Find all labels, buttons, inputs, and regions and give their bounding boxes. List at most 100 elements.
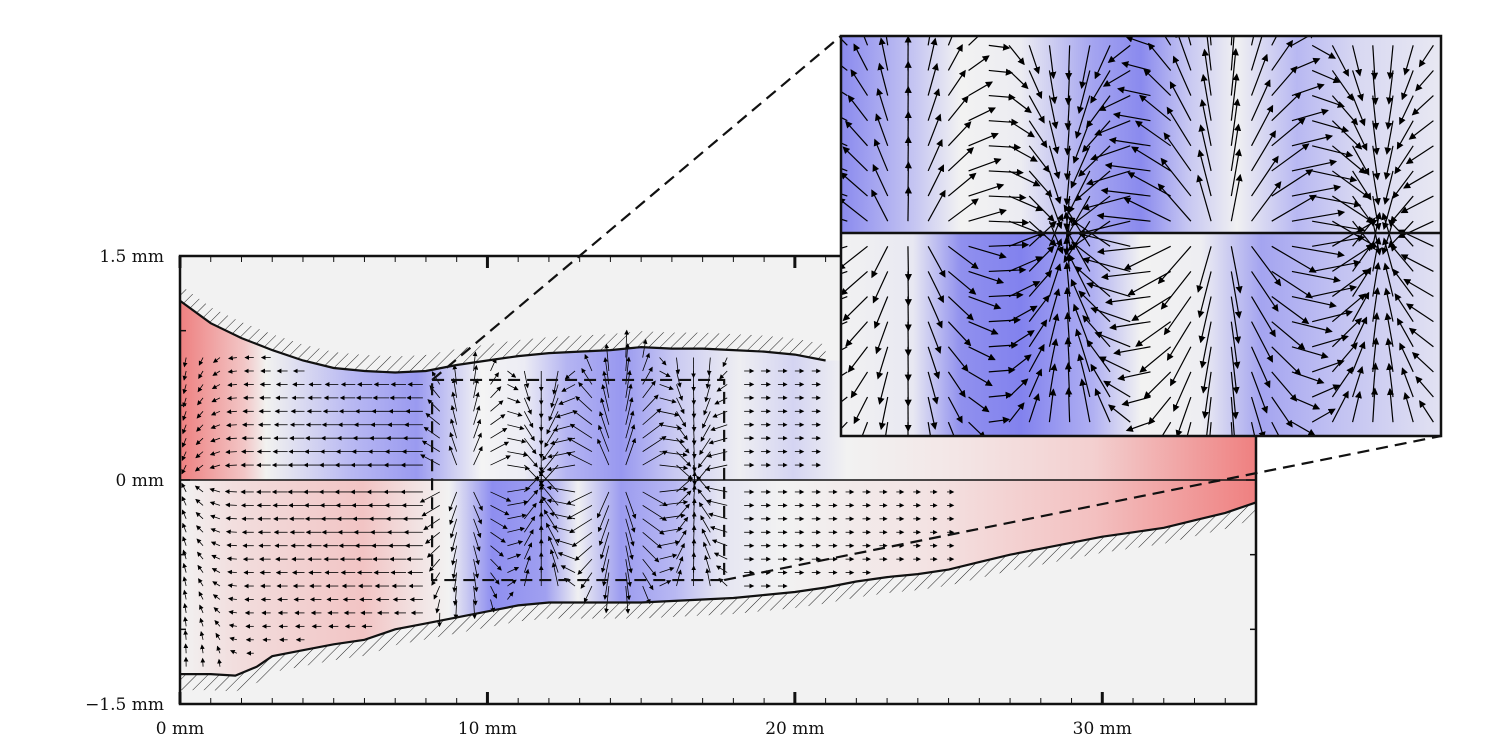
velocity-arrow [571,531,593,547]
inset-velocity-arrow [1291,270,1341,284]
inset-velocity-arrow [988,193,1027,202]
velocity-arrow [212,594,221,600]
inset-velocity-arrow [1291,346,1329,359]
velocity-arrow [225,449,237,455]
velocity-arrow [182,576,188,587]
inset-velocity-arrow [1116,86,1151,97]
velocity-arrow [215,632,221,640]
velocity-arrow [642,491,668,507]
velocity-arrow [211,384,221,389]
velocity-arrow [197,564,204,573]
velocity-arrow [676,451,692,467]
y-tick-label: −1.5 mm [85,695,164,715]
zoom-region-box [430,378,726,582]
inset-velocity-arrow [1291,396,1321,410]
velocity-arrow [473,446,483,466]
velocity-arrow [199,617,204,627]
zoom-connector-lower [723,434,1442,582]
inset-velocity-arrow [1104,295,1151,306]
velocity-arrow [227,583,237,588]
velocity-arrow [226,422,237,428]
inset-velocity-arrow [1109,321,1151,331]
velocity-arrow [524,502,537,520]
inset-velocity-arrow [947,172,977,197]
inset-velocity-arrow [927,296,943,329]
velocity-arrow [211,568,221,573]
velocity-arrow [183,643,189,654]
inset-velocity-arrow [877,371,889,405]
velocity-arrow [473,378,479,398]
inset-velocity-arrow [1403,45,1414,76]
velocity-arrow [507,424,525,431]
velocity-arrow [642,394,659,412]
inset-velocity-arrow [1372,312,1380,347]
velocity-arrow [452,364,458,385]
inset-velocity-arrow [1311,384,1341,398]
inset-velocity-arrow [1172,55,1192,96]
velocity-arrow [523,568,530,587]
inset-velocity-arrow [1148,396,1172,425]
velocity-arrow [676,464,693,480]
inset-velocity-arrow [947,270,977,295]
inset-velocity-arrow [1074,328,1091,373]
inset-velocity-arrow [841,346,848,351]
velocity-arrow [604,343,610,372]
inset-velocity-arrow [1028,70,1043,99]
velocity-arrow [212,357,221,363]
inset-velocity-arrow [927,62,939,96]
velocity-arrow [425,413,441,426]
velocity-arrow [569,518,593,534]
inset-velocity-arrow [988,168,1024,176]
inset-velocity-arrow [1383,145,1394,180]
inset-velocity-arrow [1103,380,1131,398]
velocity-arrow [642,422,665,439]
inset-velocity-arrow [1352,70,1364,102]
inset-velocity-arrow [1199,99,1212,146]
velocity-arrow [676,424,688,441]
inset-velocity-arrow [1008,378,1029,398]
inset-velocity-arrow [1352,145,1370,176]
inset-velocity-arrow [1352,220,1376,250]
inset-velocity-arrow [1403,278,1434,298]
velocity-arrow [195,498,204,506]
inset-velocity-arrow [871,189,889,222]
inset-velocity-arrow [1403,170,1434,189]
velocity-arrow [209,487,221,493]
velocity-arrow [196,424,204,432]
inset-velocity-arrow [1175,396,1192,436]
velocity-arrow [575,396,593,412]
velocity-arrow [555,410,576,419]
inset-velocity-arrow [1372,221,1382,256]
velocity-arrow [507,566,520,573]
velocity-arrow [676,397,685,415]
inset-velocity-arrow [1331,120,1363,150]
inset-velocity-arrow [1197,271,1212,319]
inset-velocity-arrow [927,113,942,147]
velocity-arrow [597,505,610,533]
inset-velocity-arrow [904,246,912,282]
velocity-arrow [473,364,479,385]
inset-velocity-arrow [841,321,848,326]
inset-velocity-arrow [1230,48,1239,96]
inset-velocity-arrow [1147,42,1172,71]
lower-wall-line [180,501,1256,677]
inset-velocity-arrow [1332,195,1374,224]
velocity-arrow [200,644,205,654]
velocity-arrow [182,536,187,546]
inset-velocity-arrow [988,218,1030,227]
velocity-arrow [507,486,531,493]
velocity-arrow [225,436,237,441]
velocity-arrow [601,384,610,412]
inset-velocity-arrow [1291,36,1316,46]
velocity-arrow [715,565,728,573]
inset-velocity-arrow [1008,305,1038,323]
inset-velocity-arrow [927,246,946,278]
inset-velocity-arrow [968,270,1005,285]
inset-velocity-arrow [1396,317,1414,348]
inset-velocity-arrow [988,143,1022,151]
velocity-arrow [228,355,237,361]
inset-velocity-arrow [1079,45,1091,90]
upper-wall-hatching [180,284,826,373]
inset-velocity-arrow [968,183,1005,197]
velocity-arrow [692,484,697,506]
